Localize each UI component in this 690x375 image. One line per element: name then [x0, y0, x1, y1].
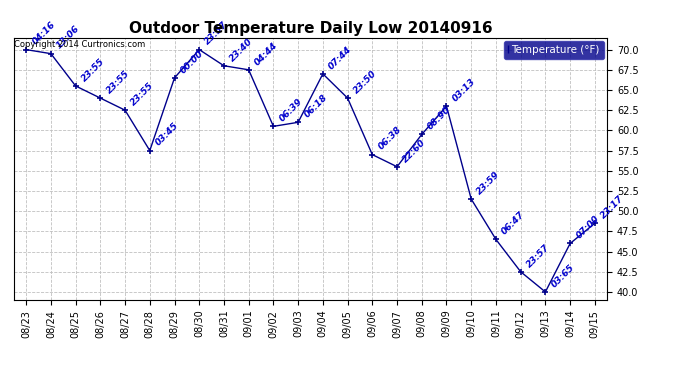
- Text: 23:50: 23:50: [352, 69, 378, 95]
- Text: 03:45: 03:45: [154, 121, 181, 148]
- Text: 03:65: 03:65: [549, 262, 576, 289]
- Text: 23:55: 23:55: [104, 69, 131, 95]
- Title: Outdoor Temperature Daily Low 20140916: Outdoor Temperature Daily Low 20140916: [129, 21, 492, 36]
- Text: 23:57: 23:57: [525, 242, 551, 269]
- Text: 06:38: 06:38: [377, 125, 403, 152]
- Text: 23:57: 23:57: [204, 20, 230, 47]
- Text: 07:00: 07:00: [574, 214, 601, 241]
- Text: Copyright 2014 Curtronics.com: Copyright 2014 Curtronics.com: [14, 40, 146, 49]
- Text: 08:90: 08:90: [426, 105, 453, 132]
- Text: 07:44: 07:44: [327, 45, 354, 71]
- Text: 23:40: 23:40: [228, 36, 255, 63]
- Text: 03:13: 03:13: [451, 77, 477, 104]
- Text: 06:47: 06:47: [500, 210, 526, 237]
- Text: 06:39: 06:39: [277, 97, 304, 124]
- Text: 23:55: 23:55: [80, 57, 106, 83]
- Text: 00:00: 00:00: [179, 48, 206, 75]
- Text: 04:16: 04:16: [30, 20, 57, 47]
- Text: 22:60: 22:60: [401, 137, 428, 164]
- Text: 23:59: 23:59: [475, 170, 502, 196]
- Text: 23:55: 23:55: [129, 81, 156, 107]
- Text: 23:17: 23:17: [599, 194, 626, 220]
- Text: 06:18: 06:18: [302, 93, 329, 120]
- Legend: Temperature (°F): Temperature (°F): [504, 40, 604, 59]
- Text: 04:44: 04:44: [253, 40, 279, 67]
- Text: 13:06: 13:06: [55, 24, 81, 51]
